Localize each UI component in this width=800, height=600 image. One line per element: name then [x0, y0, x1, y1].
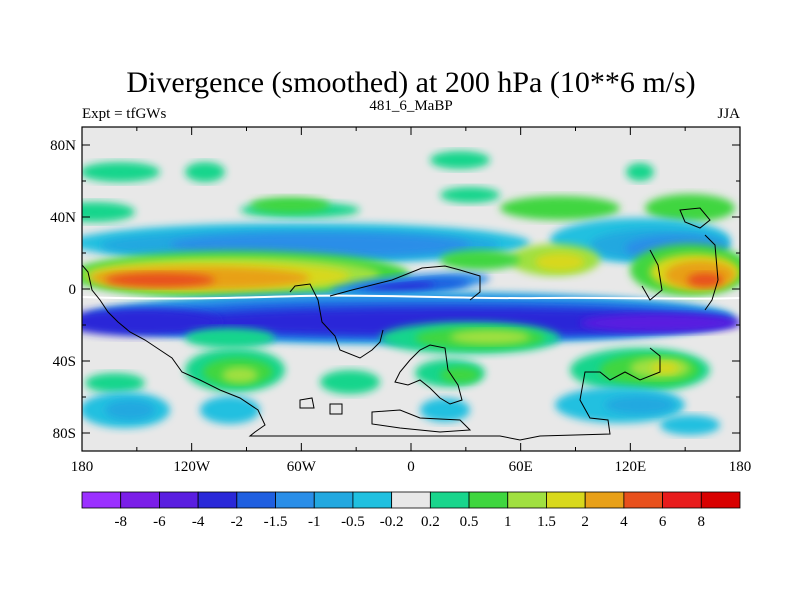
field-band-55 [105, 400, 155, 420]
colorbar-swatch-4 [236, 491, 276, 509]
x-tick-label-0: 180 [71, 459, 94, 475]
colorbar-label-1: -6 [153, 514, 166, 530]
field-band-7 [185, 162, 225, 182]
x-tick-label-4: 60E [509, 459, 533, 475]
colorbar-swatch-8 [391, 491, 431, 509]
y-tick-label-0: 80N [50, 138, 76, 154]
colorbar-swatch-9 [429, 491, 470, 509]
field-band-9 [430, 151, 490, 169]
map-plot-area [0, 127, 740, 451]
chart-title: Divergence (smoothed) at 200 hPa (10**6 … [126, 66, 695, 99]
x-tick-label-6: 180 [729, 459, 752, 475]
subtitle-right: JJA [717, 106, 740, 122]
colorbar-label-9: 0.5 [460, 514, 479, 530]
colorbar-swatch-5 [275, 491, 315, 509]
colorbar-swatch-7 [352, 491, 393, 509]
field-band-6 [82, 162, 160, 182]
coastline-5 [704, 234, 719, 311]
field-band-2 [82, 202, 135, 222]
subtitle-left: Expt = tfGWs [82, 106, 166, 122]
field-band-50 [440, 367, 480, 383]
colorbar-swatch-12 [546, 491, 586, 509]
coastline-2 [329, 265, 481, 301]
field-band-59 [420, 398, 470, 422]
colorbar-label-13: 4 [620, 514, 628, 530]
colorbar-swatch-14 [623, 491, 663, 509]
field-band-35 [160, 308, 740, 336]
colorbar-swatch-16 [700, 491, 741, 509]
colorbar-label-4: -1.5 [264, 514, 288, 530]
y-tick-label-1: 40N [50, 210, 76, 226]
x-tick-label-5: 120E [614, 459, 646, 475]
coastline-6 [679, 207, 711, 229]
coastline-7 [299, 397, 315, 409]
x-tick-label-3: 0 [407, 459, 415, 475]
colorbar-swatch-3 [197, 491, 238, 509]
field-band-27 [535, 253, 585, 271]
colorbar-swatch-15 [662, 491, 702, 509]
colorbar-label-15: 8 [698, 514, 706, 530]
field-band-3 [645, 194, 735, 222]
field-band-4 [500, 196, 620, 220]
field-band-57 [605, 396, 675, 414]
colorbar-swatch-0 [81, 491, 122, 509]
field-band-8 [626, 163, 654, 181]
field-band-52 [85, 373, 145, 393]
colorbar-swatch-11 [507, 491, 547, 509]
field-band-5 [440, 187, 500, 203]
colorbar-label-10: 1 [504, 514, 512, 530]
colorbar-swatch-1 [120, 491, 160, 509]
y-axis: 80N 40N 0 40S 80S [50, 138, 740, 442]
field-band-31 [365, 282, 435, 294]
divergence-field [0, 128, 740, 435]
colorbar-label-12: 2 [581, 514, 589, 530]
field-band-51 [320, 370, 380, 394]
x-tick-label-1: 120W [173, 459, 211, 475]
colorbar-label-6: -0.5 [341, 514, 365, 530]
field-band-48 [651, 362, 679, 374]
colorbar-label-2: -4 [192, 514, 205, 530]
field-band-58 [660, 415, 720, 435]
colorbar-label-11: 1.5 [537, 514, 556, 530]
coastline-9 [371, 409, 472, 433]
coastline-0 [82, 264, 661, 441]
coastline-4 [641, 249, 663, 301]
colorbar-swatch-6 [313, 491, 354, 509]
colorbar-label-0: -8 [114, 514, 127, 530]
y-tick-label-3: 40S [53, 354, 76, 370]
coastline-8 [329, 403, 343, 415]
y-tick-label-2: 0 [69, 282, 77, 298]
field-band-21 [105, 273, 215, 287]
field-band-36 [580, 314, 740, 332]
coastline-3 [394, 344, 463, 405]
colorbar-swatch-2 [159, 491, 199, 509]
field-band-54 [200, 396, 260, 424]
colorbar-label-7: -0.2 [380, 514, 404, 530]
colorbar-label-14: 6 [659, 514, 667, 530]
colorbar-swatch-13 [584, 491, 625, 509]
field-band-0 [0, 128, 50, 136]
x-tick-label-2: 60W [287, 459, 317, 475]
y-tick-label-4: 80S [53, 426, 76, 442]
colorbar-swatch-10 [468, 491, 509, 509]
subtitle-center: 481_6_MaBP [369, 98, 452, 114]
field-band-37 [82, 308, 220, 336]
field-band-41 [185, 328, 275, 348]
field-band-40 [450, 330, 530, 344]
coastlines [82, 207, 719, 441]
field-band-28 [440, 250, 520, 270]
colorbar: -8 -6 -4 -2 -1.5 -1 -0.5 -0.2 0.2 0.5 1 1.5 2 4 6 8 [81, 491, 741, 530]
colorbar-label-8: 0.2 [421, 514, 440, 530]
field-band-13 [170, 233, 470, 257]
colorbar-label-5: -1 [308, 514, 321, 530]
x-axis: 180 120W 60W 0 60E 120E 180 [71, 127, 752, 475]
field-band-10 [250, 197, 330, 213]
colorbar-label-3: -2 [231, 514, 244, 530]
field-band-25 [687, 273, 723, 287]
field-band-44 [222, 367, 258, 383]
coastline-1 [289, 283, 384, 359]
